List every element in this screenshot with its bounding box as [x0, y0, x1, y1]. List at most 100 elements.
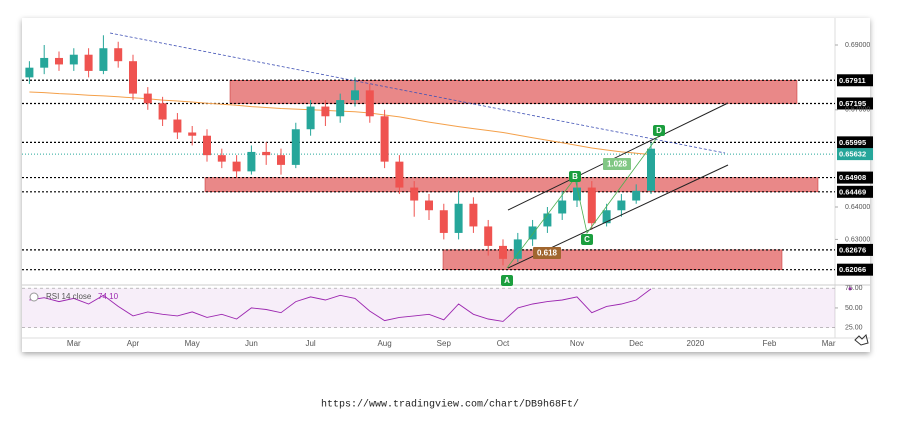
x-tick-label: Jul [305, 339, 315, 348]
point-marker: D [653, 125, 665, 136]
zone [204, 177, 819, 193]
candle-body [173, 119, 182, 133]
point-marker: C [581, 234, 593, 245]
candle-body [513, 239, 522, 259]
candle-body [99, 48, 108, 71]
y-tick-label: 0.64000 [845, 204, 870, 211]
candle-body [528, 226, 537, 240]
candle-body [129, 61, 137, 94]
candle-body [632, 190, 641, 201]
level-label: 0.67195 [839, 99, 866, 108]
candle-body [484, 226, 493, 246]
point-marker: A [501, 275, 513, 286]
point-label: B [572, 172, 578, 181]
candle-body [321, 106, 330, 117]
fib-text: 1.028 [607, 160, 628, 169]
level-box [837, 171, 873, 184]
rsi-current: 74.10 [98, 292, 119, 301]
candle-body [469, 203, 478, 227]
level-label: 0.64469 [839, 187, 866, 196]
fib-label: 1.028 [603, 158, 631, 170]
x-tick-label: Feb [763, 339, 777, 348]
candle-body [395, 161, 404, 188]
candle-body [617, 200, 626, 211]
level-box [837, 97, 873, 110]
point-marker: B [569, 171, 581, 182]
y-tick-label: 0.69000 [845, 42, 870, 49]
level-box [837, 243, 873, 256]
candle-body [69, 54, 78, 65]
rsi-tick-label: 75.00 [845, 285, 863, 292]
candle-body [277, 155, 285, 165]
source-url: https://www.tradingview.com/chart/DB9h68… [321, 399, 579, 411]
candle-body [217, 155, 226, 162]
level-box [837, 263, 873, 276]
current-price-label: 0.65632 [839, 150, 866, 159]
candle-body [543, 213, 552, 227]
point-label: A [504, 276, 510, 285]
candle-body [143, 93, 152, 104]
level-label: 0.62066 [839, 265, 866, 274]
fib-text: 0.618 [537, 249, 558, 258]
candle-body [306, 106, 315, 130]
candle-body [439, 210, 448, 233]
rsi-icon[interactable] [29, 292, 39, 302]
level-label: 0.65995 [839, 138, 866, 147]
x-tick-label: 2020 [687, 339, 705, 348]
x-tick-label: May [185, 339, 200, 348]
candle-body [573, 187, 581, 201]
trend-line [109, 32, 726, 154]
rsi-current-mark [848, 287, 852, 291]
y-tick-label: 0.67000 [845, 107, 870, 114]
rsi-legend: RSI 14 close [46, 292, 92, 301]
level-label: 0.64908 [839, 173, 866, 182]
rsi-tick-label: 25.00 [845, 325, 863, 332]
candle-body [380, 116, 389, 162]
candle-body [365, 90, 374, 117]
candle-body [499, 245, 507, 259]
settings-icon[interactable] [854, 334, 869, 346]
candle-body [336, 100, 345, 117]
candle-body [203, 135, 211, 156]
candle-body [602, 210, 611, 224]
x-tick-label: Nov [570, 339, 584, 348]
fib-label: 0.618 [533, 247, 561, 259]
level-box [837, 74, 873, 87]
level-box [837, 185, 873, 198]
candle-body [158, 103, 167, 120]
x-tick-label: Sep [437, 339, 452, 348]
candle-body [188, 132, 197, 136]
candle-body [55, 57, 63, 65]
current-price-box [837, 148, 873, 161]
x-tick-label: Jun [245, 339, 258, 348]
candle-body [454, 203, 463, 233]
x-tick-label: Aug [377, 339, 391, 348]
candle-body [25, 67, 34, 78]
level-label: 0.67911 [839, 76, 866, 85]
candle-body [262, 151, 271, 156]
candle-body [587, 187, 596, 224]
x-tick-label: Mar [67, 339, 81, 348]
candle-body [647, 148, 655, 191]
candle-body [425, 200, 433, 211]
rsi-band [22, 288, 835, 328]
candle-body [114, 48, 123, 62]
channel-upper [507, 102, 729, 211]
candle-body [410, 187, 419, 201]
candle-body [84, 54, 93, 71]
point-label: D [656, 126, 662, 135]
x-tick-label: Apr [127, 339, 140, 348]
x-tick-label: Mar [822, 339, 836, 348]
rsi-tick-label: 50.00 [845, 305, 863, 312]
level-label: 0.62676 [839, 245, 866, 254]
rsi-line [29, 288, 652, 322]
candle-body [351, 90, 359, 101]
candle-body [247, 151, 256, 172]
level-box [837, 136, 873, 149]
candle-body [40, 57, 49, 68]
x-tick-label: Dec [629, 339, 643, 348]
x-tick-label: Oct [497, 339, 510, 348]
candle-body [558, 200, 567, 214]
zone [442, 249, 783, 270]
